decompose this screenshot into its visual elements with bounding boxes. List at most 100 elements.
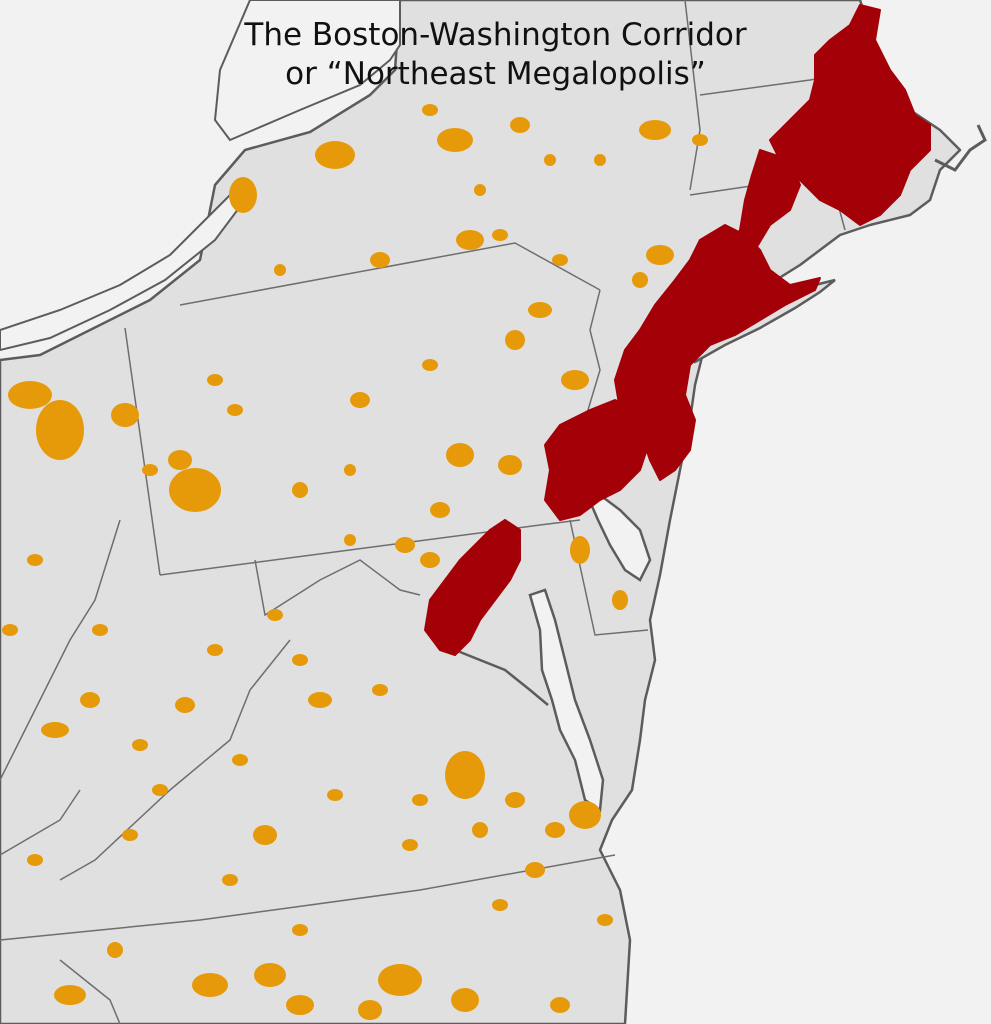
urban-area [274, 264, 286, 276]
urban-area [168, 450, 192, 470]
megalopolis-corridor [424, 4, 931, 656]
pa-south-border [159, 519, 581, 576]
urban-area [315, 141, 355, 169]
urban-area [569, 801, 601, 829]
urban-area [207, 644, 223, 656]
map-title: The Boston-Washington Corridor or “North… [0, 16, 991, 94]
ky-tn-border [0, 789, 81, 856]
urban-area [525, 862, 545, 878]
urban-area [492, 899, 508, 911]
urban-area [456, 230, 484, 250]
urban-area [412, 794, 428, 806]
nc-tn-border [59, 959, 121, 1024]
va-nc-border [0, 854, 616, 941]
urban-area [545, 822, 565, 838]
urban-area [92, 624, 108, 636]
urban-area [510, 117, 530, 133]
wv-west-border [0, 519, 121, 781]
urban-area [2, 624, 18, 636]
urban-area [378, 964, 422, 996]
urban-area [253, 825, 277, 845]
urban-area [232, 754, 248, 766]
urban-area [445, 751, 485, 799]
urban-area [132, 739, 148, 751]
urban-area [27, 554, 43, 566]
chesapeake-bay [528, 588, 605, 813]
urban-areas [2, 104, 708, 1020]
urban-area [344, 464, 356, 476]
lake-ontario [213, 0, 401, 142]
new-york-region [614, 224, 821, 481]
urban-area [41, 722, 69, 738]
urban-area [152, 784, 168, 796]
urban-area [422, 359, 438, 371]
urban-area [292, 654, 308, 666]
boston-region [769, 4, 931, 226]
urban-area [227, 404, 243, 416]
urban-area [395, 537, 415, 553]
urban-area [80, 692, 100, 708]
urban-area [597, 914, 613, 926]
urban-area [327, 789, 343, 801]
urban-area [169, 468, 221, 512]
urban-area [286, 995, 314, 1015]
urban-area [639, 120, 671, 140]
urban-area [570, 536, 590, 564]
urban-area [222, 874, 238, 886]
urban-area [550, 997, 570, 1013]
urban-area [422, 104, 438, 116]
urban-area [632, 272, 648, 288]
urban-area [308, 692, 332, 708]
urban-area [420, 552, 440, 568]
urban-area [254, 963, 286, 987]
urban-area [344, 534, 356, 546]
urban-area [437, 128, 473, 152]
urban-area [142, 464, 158, 476]
ny-vt-border [684, 0, 701, 191]
urban-area [402, 839, 418, 851]
urban-area [54, 985, 86, 1005]
urban-area [498, 455, 522, 475]
urban-area [192, 973, 228, 997]
urban-area [446, 443, 474, 467]
cape-cod [934, 124, 987, 172]
urban-area [646, 245, 674, 265]
urban-area [430, 502, 450, 518]
urban-area [8, 381, 52, 409]
urban-area [594, 154, 606, 166]
urban-area [372, 684, 388, 696]
baltimore-washington-region [424, 519, 521, 656]
urban-area [107, 942, 123, 958]
philadelphia-region [544, 399, 651, 521]
urban-area [122, 829, 138, 841]
urban-area [552, 254, 568, 266]
urban-area [111, 403, 139, 427]
urban-area [267, 609, 283, 621]
title-line-1: The Boston-Washington Corridor [244, 17, 747, 53]
urban-area [27, 854, 43, 866]
urban-area [207, 374, 223, 386]
urban-area [292, 924, 308, 936]
urban-area [292, 482, 308, 498]
delaware-bay [582, 487, 652, 582]
urban-area [692, 134, 708, 146]
urban-area [229, 177, 257, 213]
urban-area [451, 988, 479, 1012]
urban-area [474, 184, 486, 196]
urban-area [505, 330, 525, 350]
pa-north-border [179, 242, 601, 306]
urban-area [175, 697, 195, 713]
pa-west-border [124, 327, 161, 576]
urban-area [544, 154, 556, 166]
urban-area [370, 252, 390, 268]
urban-area [528, 302, 552, 318]
wv-va-border [254, 559, 421, 617]
urban-area [492, 229, 508, 241]
urban-area [561, 370, 589, 390]
urban-area [612, 590, 628, 610]
potomac-river [454, 648, 549, 706]
urban-area [350, 392, 370, 408]
title-line-2: or “Northeast Megalopolis” [285, 56, 706, 92]
urban-area [472, 822, 488, 838]
